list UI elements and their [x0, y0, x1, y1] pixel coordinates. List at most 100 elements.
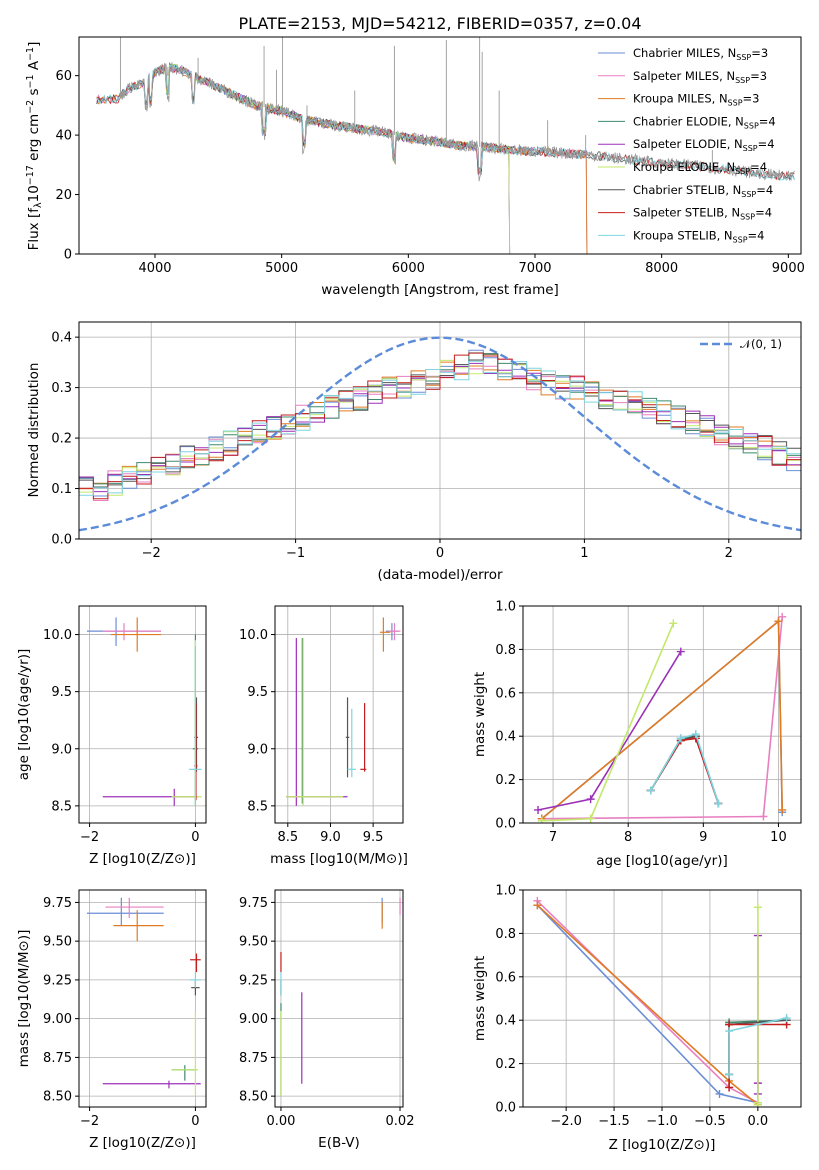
- x-axis-label: Z [log10(Z/Z⊙)]: [609, 1137, 716, 1153]
- x-tick-label: −1.0: [646, 1114, 678, 1129]
- mass-weight-line: [541, 623, 675, 822]
- legend-label: 𝒩(0, 1): [740, 337, 782, 351]
- x-tick-label: 7: [549, 830, 557, 845]
- age-metallicity-panel: −2 0 8.5 9.0 9.5 10.0 Z [log10(Z/Z⊙)] age [log1…: [16, 605, 207, 867]
- x-tick-label: 4000: [138, 261, 171, 276]
- legend-label: Kroupa MILES, NSSP=3: [633, 92, 759, 108]
- y-tick-label: 9.00: [43, 1012, 72, 1027]
- residual-histogram-panel: −2 −1 0 1 2 0.0 0.1 0.2 0.3 0.4 𝒩(0, 1) (data-model…: [26, 321, 802, 583]
- y-tick-label: 9.5: [51, 685, 72, 700]
- mass-weight-marker: [676, 734, 685, 743]
- legend-label: Salpeter MILES, NSSP=3: [633, 69, 767, 85]
- mass-weight-marker: [778, 612, 787, 621]
- mass-ebv-panel: 0.00 0.02 8.50 8.75 9.00 9.25 9.50 9.75 E(B-V): [239, 889, 414, 1151]
- plot-area: [86, 897, 201, 1097]
- plot-area: [280, 897, 401, 1097]
- grid-lines: [79, 890, 206, 1107]
- x-tick-label: −1.5: [598, 1114, 630, 1129]
- y-axis-label: mass weight: [472, 672, 488, 757]
- x-axis-label: age [log10(age/yr)]: [596, 853, 728, 869]
- y-tick-label: 10.0: [43, 628, 72, 643]
- y-tick-label: 0.2: [495, 1057, 516, 1072]
- x-tick-label: 8000: [645, 261, 678, 276]
- spectrum-panel: 4000 5000 6000 7000 8000 9000 0 20 40 60 Chabrier …: [25, 36, 805, 298]
- model-spectrum-line: [96, 63, 588, 254]
- x-tick-label: 2: [725, 546, 733, 561]
- axes-frame: [274, 605, 404, 824]
- legend-label: Chabrier ELODIE, NSSP=4: [633, 114, 776, 130]
- x-tick-label: 9.5: [363, 830, 384, 845]
- x-tick-label: −2.0: [550, 1114, 582, 1129]
- mass-weight-marker: [778, 805, 787, 814]
- y-tick-label: 0.4: [495, 1014, 516, 1029]
- y-tick-label: 0.8: [495, 927, 516, 942]
- x-axis-label: Z [log10(Z/Z⊙)]: [89, 1135, 196, 1151]
- y-tick-label: 0.0: [495, 817, 516, 832]
- legend-label: Salpeter ELODIE, NSSP=4: [633, 137, 775, 153]
- y-tick-label: 9.75: [239, 896, 268, 911]
- x-axis-label: wavelength [Angstrom, rest frame]: [321, 282, 559, 298]
- mass-weight-marker: [725, 1083, 734, 1092]
- x-tick-label: 0: [191, 1114, 199, 1129]
- grid-lines: [79, 606, 206, 823]
- y-tick-label: 8.50: [43, 1090, 72, 1105]
- mass-metallicity-panel: −2 0 8.50 8.75 9.00 9.25 9.50 9.75 Z [log10(Z/Z⊙…: [16, 889, 207, 1151]
- legend-label: Chabrier MILES, NSSP=3: [633, 46, 768, 62]
- legend-label: Chabrier STELIB, NSSP=4: [633, 183, 773, 199]
- x-tick-label: 9.0: [320, 830, 341, 845]
- y-tick-label: 9.25: [43, 973, 72, 988]
- x-tick-label: 0.00: [266, 1114, 295, 1129]
- x-tick-label: −2: [80, 830, 99, 845]
- figure-title: PLATE=2153, MJD=54212, FIBERID=0357, z=0…: [238, 14, 641, 33]
- y-tick-label: 0.0: [495, 1101, 516, 1116]
- mass-weight-marker: [586, 795, 595, 804]
- axes-frame: [78, 321, 802, 540]
- mass-weight-marker: [753, 903, 762, 912]
- y-tick-label: 9.50: [43, 935, 72, 950]
- mass-weight-line: [536, 900, 759, 1104]
- x-tick-label: −0.5: [694, 1114, 726, 1129]
- y-tick-label: 0.3: [51, 381, 72, 396]
- residual-histogram-step: [79, 361, 801, 539]
- x-axis-label: E(B-V): [318, 1135, 360, 1151]
- legend-label: Kroupa ELODIE, NSSP=4: [633, 160, 767, 176]
- x-tick-label: 9: [699, 830, 707, 845]
- y-tick-label: 60: [55, 69, 72, 84]
- x-tick-label: 6000: [392, 261, 425, 276]
- mass-weight-marker: [533, 901, 542, 910]
- y-tick-label: 0.0: [51, 533, 72, 548]
- y-tick-label: 20: [55, 188, 72, 203]
- y-tick-label: 9.0: [247, 742, 268, 757]
- x-tick-label: 9000: [772, 261, 805, 276]
- grid-lines: [523, 889, 801, 1108]
- legend-label: Salpeter STELIB, NSSP=4: [633, 206, 772, 222]
- y-tick-label: 9.25: [239, 973, 268, 988]
- y-axis-label: Normed distribution: [26, 363, 42, 498]
- y-axis-label: Flux [fλ10−17 erg cm−2 s−1 A−1]: [25, 42, 44, 251]
- y-tick-label: 8.5: [247, 799, 268, 814]
- mass-weight-line: [537, 651, 682, 811]
- mass-weight-marker: [759, 812, 768, 821]
- plot-area: [86, 617, 202, 806]
- y-tick-label: 8.50: [239, 1090, 268, 1105]
- mass-weight-marker: [646, 786, 655, 795]
- mass-weight-marker: [715, 1089, 724, 1098]
- y-tick-label: 0: [64, 248, 72, 263]
- massweight-metallicity-panel: −2.0 −1.5 −1.0 −0.5 0.0 0.0 0.2 0.4 0.6 0.8 1.0 Z […: [472, 884, 802, 1153]
- mass-weight-marker: [782, 1014, 791, 1023]
- residual-histogram-step: [79, 362, 801, 539]
- residual-histogram-step: [79, 349, 801, 539]
- y-tick-label: 9.0: [51, 742, 72, 757]
- massweight-age-panel: 7 8 9 10 0.0 0.2 0.4 0.6 0.8 1.0 age [log10(age/yr…: [472, 600, 802, 869]
- y-tick-label: 0.2: [495, 773, 516, 788]
- mass-weight-line: [650, 733, 720, 804]
- mass-weight-marker: [774, 617, 783, 626]
- mass-weight-marker: [725, 1027, 734, 1036]
- y-tick-label: 8.5: [51, 799, 72, 814]
- mass-weight-marker: [676, 647, 685, 656]
- x-tick-label: 5000: [265, 261, 298, 276]
- spectrum-legend: Chabrier MILES, NSSP=3 Salpeter MILES, NS…: [598, 46, 776, 244]
- data-spectrum-line: [119, 62, 795, 182]
- y-tick-label: 0.1: [51, 482, 72, 497]
